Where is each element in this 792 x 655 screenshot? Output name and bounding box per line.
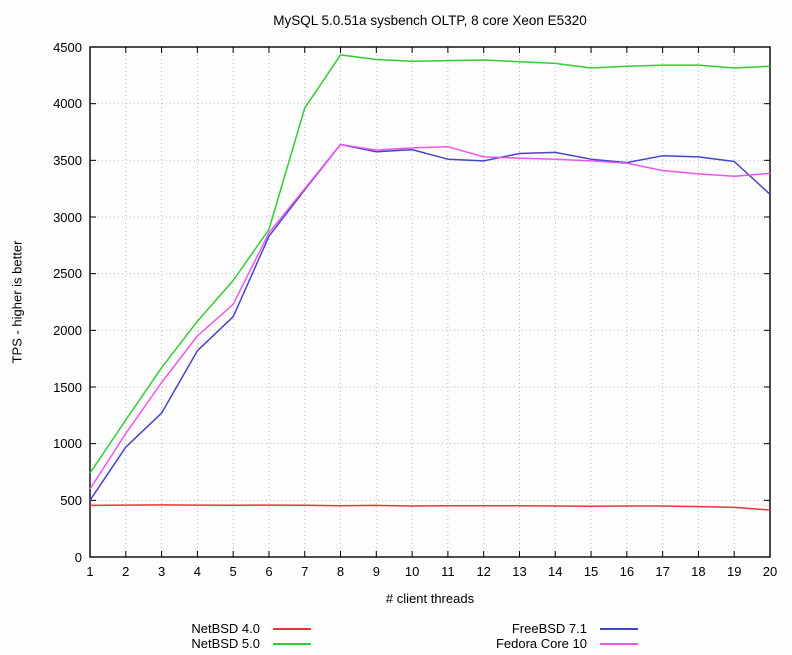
y-tick-label: 4000: [53, 96, 82, 112]
y-tick-label: 2000: [53, 322, 82, 338]
x-tick-label: 20: [762, 564, 778, 579]
x-tick-label: 3: [157, 564, 166, 579]
x-tick-label: 7: [301, 564, 309, 579]
plot-area: [89, 46, 771, 558]
legend-label-fedora-core-10: Fedora Core 10: [495, 636, 587, 651]
legend-line-netbsd-4-0: [273, 628, 311, 630]
x-tick-label: 8: [336, 564, 345, 579]
x-tick-label: 18: [691, 564, 706, 579]
legend-line-netbsd-5-0: [273, 643, 311, 645]
x-tick-label: 6: [265, 564, 273, 579]
legend-label-netbsd-5-0: NetBSD 5.0: [191, 636, 260, 651]
series-line-freebsd-7-1: [89, 143, 771, 501]
x-tick-label: 17: [655, 564, 670, 579]
legend-line-freebsd-7-1: [600, 628, 638, 630]
series-line-netbsd-4-0: [89, 504, 771, 511]
y-tick-label: 3000: [53, 209, 82, 225]
x-tick-label: 13: [512, 564, 527, 579]
x-tick-label: 11: [441, 564, 455, 579]
x-tick-label: 10: [404, 564, 420, 579]
y-tick-label: 500: [60, 492, 82, 508]
x-tick-label: 12: [476, 564, 491, 579]
legend-label-freebsd-7-1: FreeBSD 7.1: [511, 621, 587, 636]
plot-border: [89, 46, 771, 558]
x-axis-title: # client threads: [385, 591, 475, 606]
legend-line-fedora-core-10: [600, 643, 638, 645]
series-line-fedora-core-10: [89, 143, 771, 490]
y-axis-title: TPS - higher is better: [9, 240, 25, 364]
y-tick-label: 0: [74, 549, 82, 565]
legend-label-netbsd-4-0: NetBSD 4.0: [191, 621, 260, 636]
y-tick-label: 3500: [53, 152, 82, 168]
x-tick-label: 19: [726, 564, 742, 579]
y-tick-label: 1000: [53, 436, 82, 452]
y-tick-label: 4500: [53, 39, 82, 55]
chart-title: MySQL 5.0.51a sysbench OLTP, 8 core Xeon…: [273, 13, 587, 28]
y-tick-label: 2500: [53, 266, 82, 282]
x-tick-label: 16: [619, 564, 635, 579]
y-tick-label: 1500: [53, 379, 82, 395]
x-tick-label: 5: [229, 564, 237, 579]
x-tick-label: 15: [583, 564, 599, 579]
series-line-netbsd-5-0: [89, 54, 771, 474]
x-tick-label: 9: [372, 564, 380, 579]
x-tick-label: 14: [548, 564, 563, 579]
x-tick-label: 1: [86, 564, 94, 579]
x-tick-label: 2: [122, 564, 130, 579]
x-tick-label: 4: [193, 564, 201, 579]
